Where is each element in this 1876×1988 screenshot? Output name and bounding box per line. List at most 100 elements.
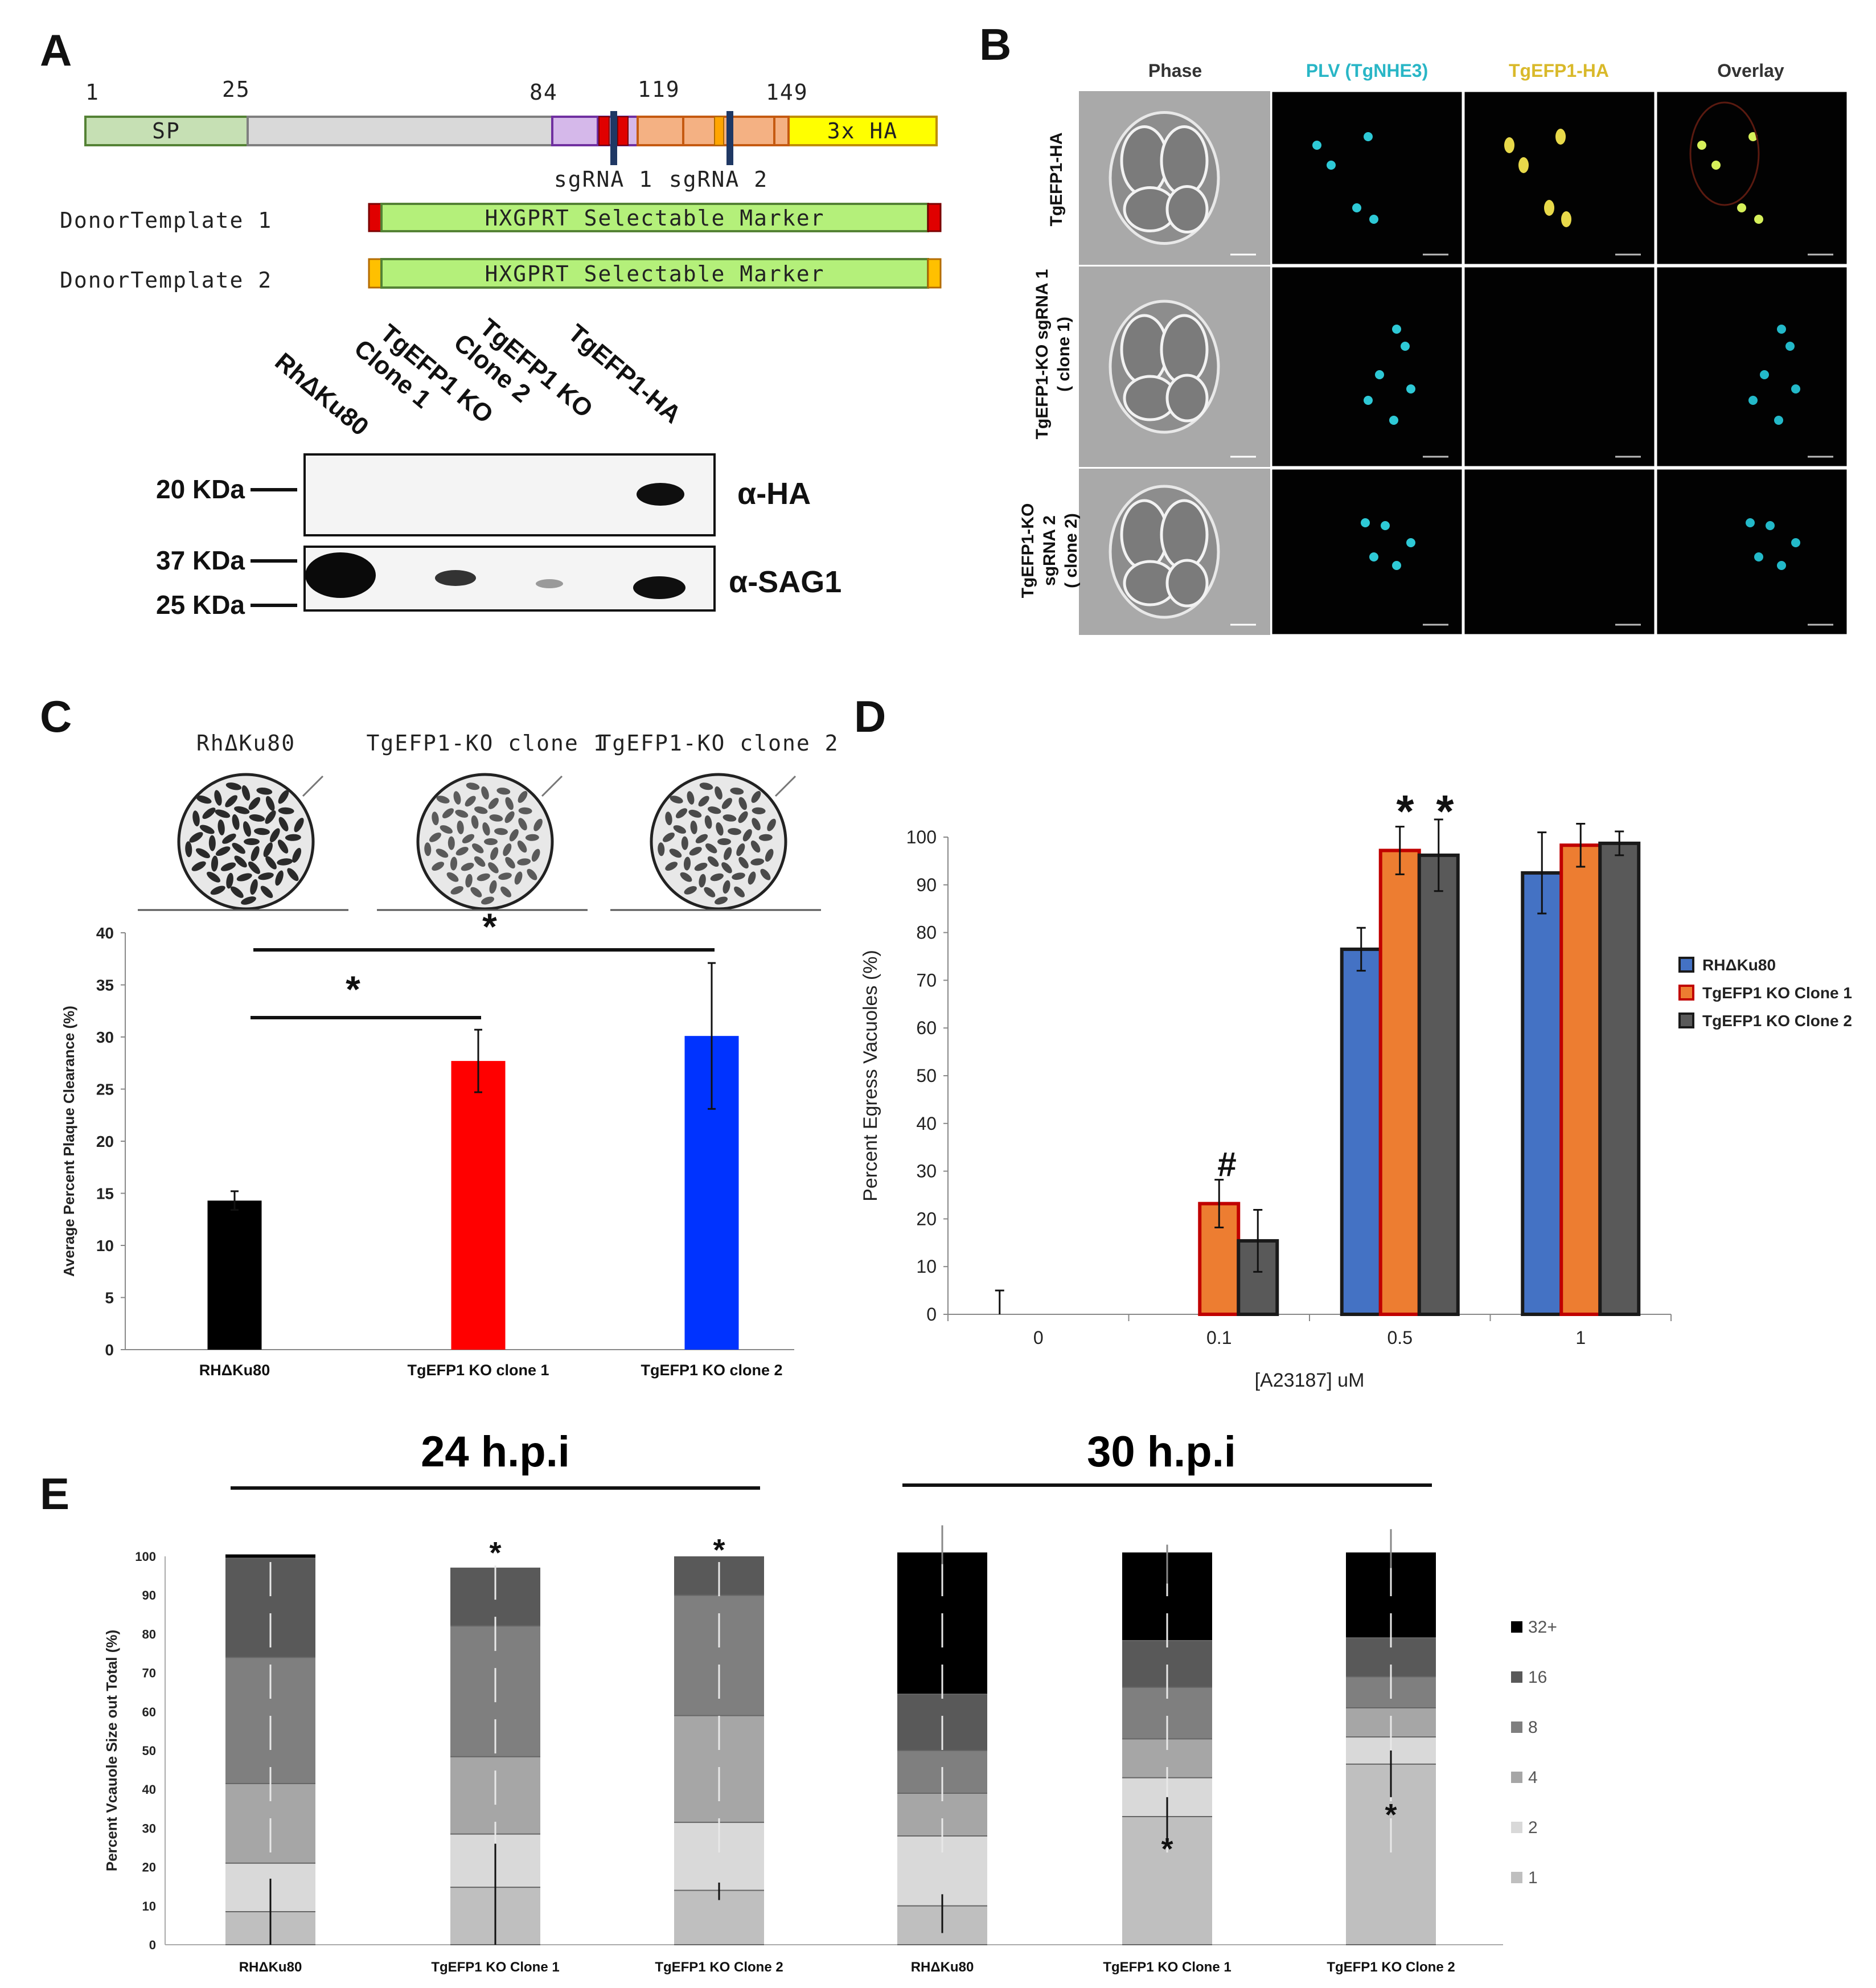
plaque-texture (482, 822, 490, 836)
y-tick-label: 90 (142, 1588, 156, 1602)
sgrna1-site (617, 116, 629, 146)
plaque-texture (488, 798, 499, 809)
antibody-ha-label: α-HA (737, 477, 811, 511)
plaque-texture (232, 843, 245, 854)
y-tick-label: 40 (916, 1113, 937, 1134)
plaque-texture (704, 887, 716, 897)
y-tick-label: 90 (916, 875, 937, 895)
plaque-texture (738, 856, 749, 869)
plaque-texture (450, 856, 458, 871)
fluorescent-spot (1544, 200, 1554, 216)
plaque-texture (477, 873, 490, 882)
row-label-ko-clone1: TgEFP1-KO sgRNA 1 ( clone 1) (1033, 269, 1073, 440)
ef-hand-domain-2 (637, 116, 684, 146)
plaque-texture (721, 862, 732, 874)
sgrna2-label: sgRNA 2 (669, 167, 768, 192)
plaque-texture (199, 825, 215, 834)
plaque-texture (481, 786, 489, 800)
plaque-texture (695, 834, 708, 843)
y-tick-label: 50 (142, 1744, 156, 1758)
plate-label: TgEFP1-KO clone 2 (598, 731, 839, 756)
y-tick-label: 15 (96, 1185, 114, 1203)
fluorescent-spot (1791, 538, 1800, 547)
parasite (1165, 374, 1209, 423)
fluorescent-spot (1352, 203, 1361, 212)
plaque-texture (440, 825, 453, 834)
bar (1521, 871, 1563, 1316)
plaque-texture (275, 870, 284, 886)
bar (1559, 843, 1602, 1316)
y-tick-label: 20 (916, 1208, 937, 1229)
panel-b-microscopy: Phase PLV (TgNHE3) TgEFP1-HA Overlay TgE… (1019, 60, 1849, 636)
plaque-texture (278, 807, 294, 814)
plaque-texture (723, 880, 730, 894)
fluorescent-spot (1777, 325, 1786, 334)
plaque-texture (225, 782, 242, 790)
y-tick-label: 100 (906, 827, 937, 847)
plaque-texture (234, 806, 250, 814)
mw-marker: 37 KDa (156, 546, 245, 575)
micrograph-tile (1655, 468, 1849, 636)
svg-text:TgEFP1-HA: TgEFP1-HA (1047, 133, 1066, 227)
ef-hand-domain (551, 116, 599, 146)
plaque-texture (471, 815, 479, 829)
y-tick-label: 10 (916, 1256, 937, 1277)
legend-swatch (1511, 1621, 1522, 1633)
fluorescent-spot (1389, 416, 1398, 425)
plaque-texture (236, 873, 252, 882)
legend-label: RHΔKu80 (1702, 956, 1776, 974)
plaque-texture (248, 797, 261, 810)
plaque-texture (424, 842, 432, 856)
plaque-texture (249, 814, 265, 822)
plaque-texture (195, 848, 210, 858)
plate-tab (302, 775, 324, 797)
plaque-texture (277, 839, 289, 854)
panel-c: RhΔKu80 TgEFP1-KO clone 1 TgEFP1-KO clon… (60, 731, 839, 1379)
plaque-texture (723, 814, 737, 822)
panel-label-e: E (40, 1469, 69, 1519)
position-label: 149 (766, 80, 808, 105)
column-header-tgefp1-ha: TgEFP1-HA (1509, 60, 1609, 81)
plate-tab (774, 775, 797, 797)
parasite (1160, 499, 1209, 571)
plaque-texture (220, 862, 236, 871)
plaque-texture (448, 836, 455, 850)
y-tick-label: 60 (916, 1018, 937, 1038)
plaque-texture (455, 847, 469, 856)
fluorescent-spot (1754, 215, 1763, 224)
y-tick-label: 80 (142, 1627, 156, 1641)
plaque-texture (470, 887, 482, 897)
plaque-texture (710, 873, 724, 882)
plaque-texture (715, 896, 728, 905)
ha-tag-domain (787, 116, 938, 146)
y-tick-label: 40 (96, 924, 114, 942)
plaque-texture (728, 828, 741, 835)
sag1-band (633, 576, 685, 599)
legend-swatch (1678, 985, 1694, 1001)
y-tick-label: 0 (149, 1938, 156, 1952)
plaque-texture (690, 821, 697, 834)
micrograph-tile (1270, 90, 1464, 266)
plaque-texture (748, 871, 756, 885)
plaque-texture (225, 795, 238, 808)
row-label-tgefp1-ha: TgEFP1-HA (1047, 133, 1066, 227)
legend-label: TgEFP1 KO Clone 1 (1702, 984, 1852, 1002)
fluorescent-spot (1327, 161, 1336, 170)
significance-mark: * (1161, 1832, 1173, 1866)
plaque-texture (684, 886, 697, 895)
plaque-texture (474, 806, 488, 814)
bar (207, 1200, 262, 1350)
homology-arm (368, 203, 383, 232)
plaque-texture (490, 847, 499, 860)
x-tick-label: 1 (1575, 1327, 1586, 1348)
position-label: 1 (85, 80, 100, 105)
significance-mark: * (1396, 786, 1414, 837)
parasite (1165, 559, 1209, 608)
plaque-texture (294, 818, 304, 833)
column-header-plv: PLV (TgNHE3) (1306, 60, 1428, 81)
plaque-texture (514, 871, 523, 885)
plaque-texture (670, 796, 683, 804)
fluorescent-spot (1697, 141, 1706, 150)
plaque-texture (222, 833, 236, 844)
